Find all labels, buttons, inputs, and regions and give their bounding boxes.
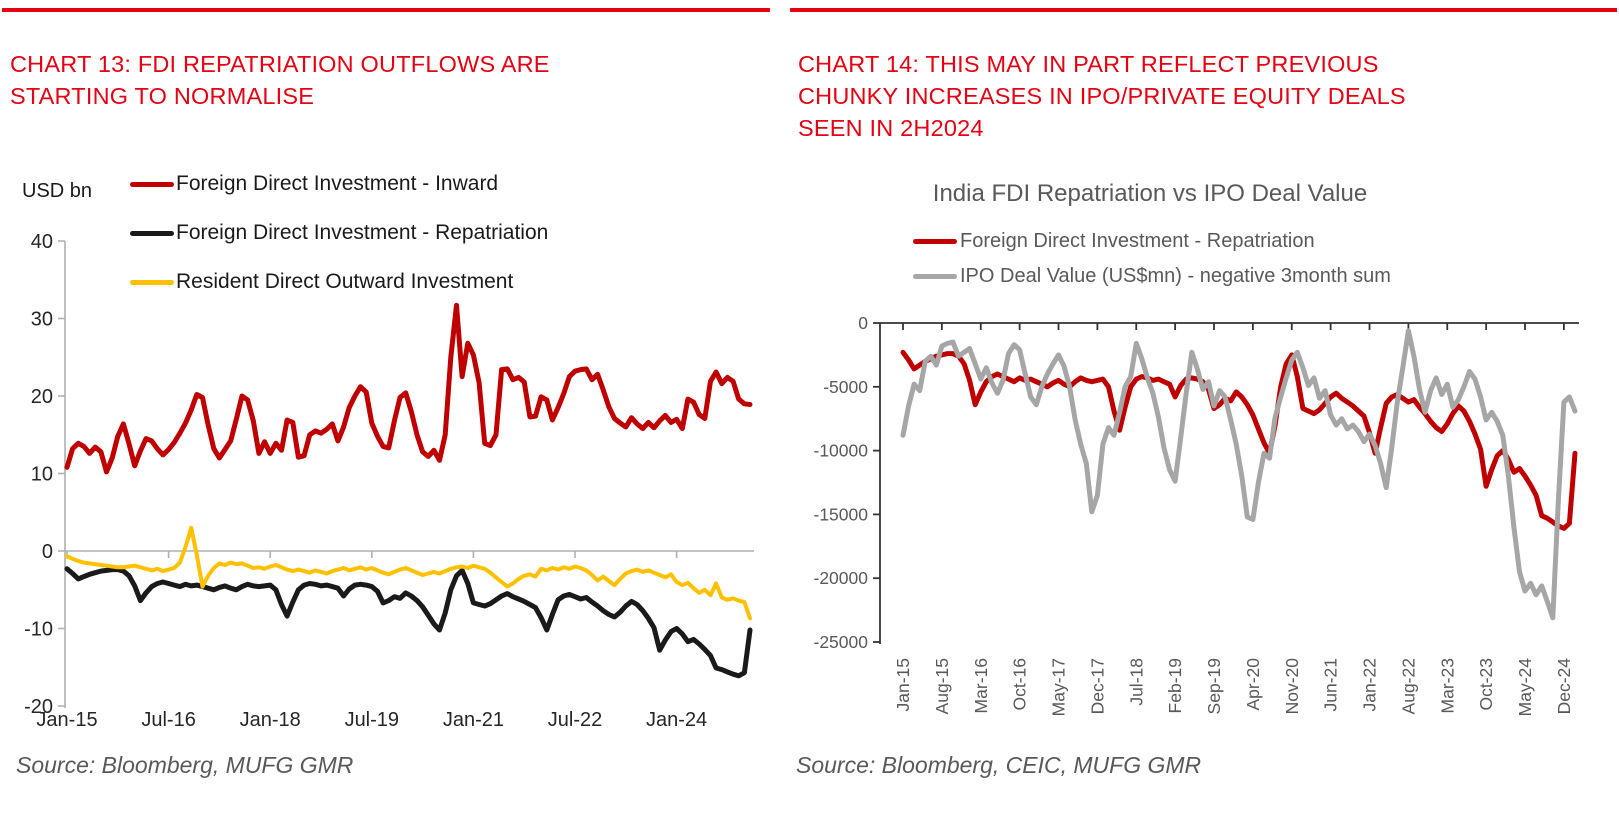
legend-item-fdi-inward: Foreign Direct Investment - Inward	[130, 172, 548, 196]
svg-text:May-24: May-24	[1515, 658, 1535, 717]
red-divider-rule	[790, 8, 1617, 12]
chart14-source-note: Source: Bloomberg, CEIC, MUFG GMR	[796, 752, 1202, 778]
svg-text:Jul-19: Jul-19	[345, 709, 399, 731]
svg-text:Sep-19: Sep-19	[1204, 658, 1224, 714]
svg-text:20: 20	[31, 386, 53, 408]
svg-text:May-17: May-17	[1049, 658, 1069, 716]
svg-text:Oct-16: Oct-16	[1010, 658, 1030, 711]
chart14-plot-canvas: 0 -5000 -10000 -15000 -20000 -25000 Jan-15 Aug-…	[814, 313, 1579, 717]
chart13-heading-line1: CHART 13: FDI REPATRIATION OUTFLOWS ARE	[10, 50, 550, 77]
svg-text:30: 30	[31, 309, 53, 331]
svg-text:Apr-20: Apr-20	[1243, 658, 1263, 711]
chart14-panel: CHART 14: THIS MAY IN PART REFLECT PREVI…	[790, 0, 1619, 827]
svg-text:Jan-21: Jan-21	[443, 709, 504, 731]
svg-text:Aug-15: Aug-15	[932, 658, 952, 714]
legend-swatch-gray-line	[913, 274, 957, 279]
svg-text:Jun-21: Jun-21	[1321, 658, 1341, 712]
chart14-title: India FDI Repatriation vs IPO Deal Value	[932, 180, 1368, 207]
chart14-heading-line1: CHART 14: THIS MAY IN PART REFLECT PREVI…	[798, 50, 1379, 77]
svg-text:Aug-22: Aug-22	[1398, 658, 1418, 714]
svg-text:10: 10	[31, 464, 53, 486]
chart13-source-note: Source: Bloomberg, MUFG GMR	[16, 752, 354, 778]
svg-text:-20000: -20000	[814, 568, 869, 588]
chart13-heading-line2: STARTING TO NORMALISE	[10, 82, 315, 109]
legend-swatch-yellow-line	[130, 279, 174, 285]
svg-text:Jan-15: Jan-15	[893, 658, 913, 712]
chart13-heading: CHART 13: FDI REPATRIATION OUTFLOWS ARE …	[10, 48, 730, 112]
svg-text:0: 0	[42, 541, 53, 563]
svg-text:0: 0	[858, 313, 868, 333]
svg-text:Oct-23: Oct-23	[1476, 658, 1496, 711]
legend-item-fdi-repatriation: Foreign Direct Investment - Repatriation	[130, 221, 548, 245]
chart13-legend: Foreign Direct Investment - Inward Forei…	[130, 172, 548, 319]
legend-item-fdi-repatriation: Foreign Direct Investment - Repatriation	[913, 230, 1391, 253]
svg-text:-5000: -5000	[823, 377, 868, 397]
svg-text:Jan-24: Jan-24	[646, 709, 707, 731]
svg-text:Mar-16: Mar-16	[971, 658, 991, 713]
legend-item-resident-outward: Resident Direct Outward Investment	[130, 270, 548, 294]
legend-swatch-black-line	[130, 230, 174, 236]
legend-label: Resident Direct Outward Investment	[176, 270, 514, 293]
svg-text:Jul-18: Jul-18	[1126, 658, 1146, 706]
svg-text:Jan-22: Jan-22	[1360, 658, 1380, 712]
svg-text:Jan-15: Jan-15	[36, 709, 97, 731]
svg-text:Jan-18: Jan-18	[240, 709, 301, 731]
chart14-heading-line2: CHUNKY INCREASES IN IPO/PRIVATE EQUITY D…	[798, 82, 1406, 109]
svg-text:Feb-19: Feb-19	[1165, 658, 1185, 713]
chart14-heading: CHART 14: THIS MAY IN PART REFLECT PREVI…	[798, 48, 1588, 144]
legend-swatch-dark-red-line	[913, 239, 957, 244]
chart13-panel: CHART 13: FDI REPATRIATION OUTFLOWS ARE …	[0, 0, 780, 827]
svg-text:-20: -20	[24, 696, 53, 718]
chart14-legend: Foreign Direct Investment - Repatriation…	[913, 230, 1391, 300]
svg-text:Dec-24: Dec-24	[1554, 658, 1574, 715]
svg-text:Dec-17: Dec-17	[1087, 658, 1107, 714]
svg-text:Jul-22: Jul-22	[548, 709, 602, 731]
svg-text:Mar-23: Mar-23	[1437, 658, 1457, 713]
legend-label: Foreign Direct Investment - Inward	[176, 172, 499, 195]
svg-text:-10: -10	[24, 619, 53, 641]
legend-label: Foreign Direct Investment - Repatriation	[960, 230, 1315, 252]
chart14-heading-line3: SEEN IN 2H2024	[798, 114, 984, 141]
svg-text:-15000: -15000	[814, 504, 869, 524]
legend-swatch-dark-red-line	[130, 181, 174, 187]
red-divider-rule	[2, 8, 770, 12]
legend-label: IPO Deal Value (US$mn) - negative 3month…	[960, 265, 1391, 287]
legend-label: Foreign Direct Investment - Repatriation	[176, 221, 549, 244]
legend-item-ipo-deal-value: IPO Deal Value (US$mn) - negative 3month…	[913, 265, 1391, 288]
svg-text:-10000: -10000	[814, 441, 869, 461]
svg-text:Nov-20: Nov-20	[1282, 658, 1302, 715]
y-axis-unit-label: USD bn	[22, 180, 93, 202]
svg-text:-25000: -25000	[814, 632, 869, 652]
svg-text:40: 40	[31, 231, 53, 253]
svg-text:Jul-16: Jul-16	[141, 709, 195, 731]
